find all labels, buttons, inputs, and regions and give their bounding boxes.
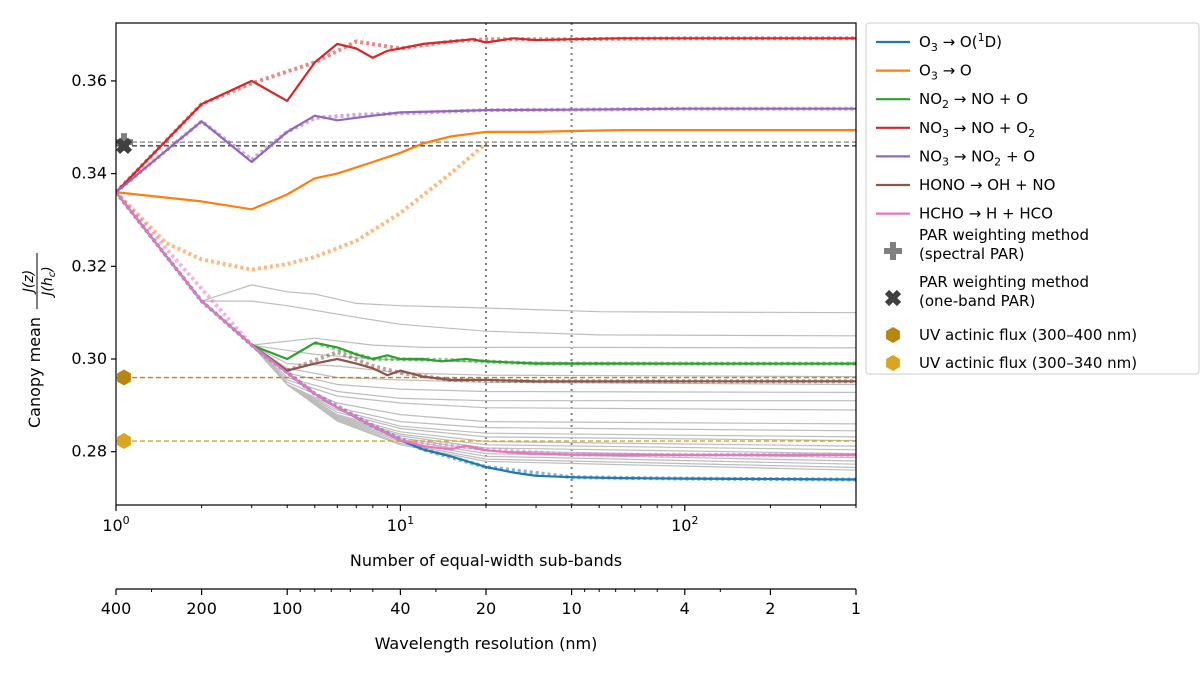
gray-series-line xyxy=(116,191,856,314)
x-tick-label: 101 xyxy=(387,514,414,535)
legend-label-part: UV actinic flux (300–340 nm) xyxy=(919,354,1137,372)
legend-label: UV actinic flux (300–340 nm) xyxy=(919,354,1137,372)
secondary-x-tick-label: 4 xyxy=(680,599,690,618)
legend-label: NO3 → NO2 + O xyxy=(919,147,1035,168)
legend-label-part: → NO + O xyxy=(949,90,1028,108)
legend-label-part: 2 xyxy=(994,155,1001,168)
series-line xyxy=(116,37,856,193)
legend-box xyxy=(865,22,1200,375)
secondary-x-tick-label: 2 xyxy=(765,599,775,618)
legend-label: O3 → O(1D) xyxy=(919,31,1002,54)
legend-label-part: → O( xyxy=(938,33,978,51)
legend-label-part: 3 xyxy=(942,155,949,168)
legend-label-part: O xyxy=(919,33,931,51)
legend-label: UV actinic flux (300–400 nm) xyxy=(919,326,1137,344)
legend-label-part: NO xyxy=(919,90,942,108)
y-axis-label: Canopy mean J(z) J(hc) xyxy=(21,253,58,428)
series-line xyxy=(116,191,856,365)
plot-area xyxy=(115,22,857,506)
series-dotted-line xyxy=(116,141,488,272)
legend-label-line2: (spectral PAR) xyxy=(919,245,1024,263)
legend-label-part: HONO → OH + NO xyxy=(919,176,1055,194)
legend-marker xyxy=(884,242,902,260)
plot-content xyxy=(116,23,856,505)
gray-series-line xyxy=(116,191,856,365)
series-line xyxy=(116,129,856,211)
x-tick-base: 10 xyxy=(387,516,407,535)
reference-marker xyxy=(116,137,133,154)
legend-label-part: HCHO → H + HCO xyxy=(919,205,1053,223)
legend-marker xyxy=(884,289,902,307)
legend-label-part: 3 xyxy=(931,70,938,83)
legend-marker xyxy=(886,327,900,343)
gray-series-line xyxy=(116,191,856,402)
y-axis-label-prefix: Canopy mean xyxy=(25,317,44,428)
x-tick-exponent: 1 xyxy=(407,514,414,527)
legend-label-part: PAR weighting method xyxy=(919,273,1089,291)
y-tick-label: 0.30 xyxy=(71,349,107,368)
y-tick-label: 0.36 xyxy=(71,71,107,90)
y-tick-label: 0.34 xyxy=(71,164,107,183)
x-tick-label: 102 xyxy=(671,514,698,535)
secondary-x-axis: 400 200 100 40 20 10 4 2 1 xyxy=(101,588,861,618)
legend-label-part: PAR weighting method xyxy=(919,226,1089,244)
y-axis-label-den-close: ) xyxy=(40,266,56,272)
legend-label-part: D) xyxy=(985,33,1002,51)
legend-marker xyxy=(886,355,900,371)
legend-label-part: 2 xyxy=(942,98,949,111)
legend-label-part: NO xyxy=(919,147,942,165)
secondary-x-axis-label: Wavelength resolution (nm) xyxy=(375,634,598,653)
legend-label-part: NO xyxy=(919,119,942,137)
x-axis-label: Number of equal-width sub-bands xyxy=(350,551,622,570)
series-line xyxy=(116,191,856,383)
legend-label: HONO → OH + NO xyxy=(919,176,1055,194)
y-axis-label-denominator: J(hc) xyxy=(40,266,58,298)
legend-label: NO3 → NO + O2 xyxy=(919,119,1035,140)
secondary-x-tick-label: 40 xyxy=(390,599,410,618)
x-tick-base: 10 xyxy=(671,516,691,535)
y-tick-label: 0.32 xyxy=(71,256,107,275)
x-tick-base: 10 xyxy=(102,516,122,535)
legend-label: HCHO → H + HCO xyxy=(919,205,1053,223)
y-tick-label: 0.28 xyxy=(71,442,107,461)
x-axis: 100 101 102 xyxy=(102,505,857,535)
legend-label-part: 3 xyxy=(942,127,949,140)
legend-label-part: 2 xyxy=(1028,127,1035,140)
gray-series-line xyxy=(116,191,856,337)
x-tick-exponent: 2 xyxy=(691,514,698,527)
secondary-x-tick-label: 20 xyxy=(476,599,496,618)
series-dotted-line xyxy=(116,36,856,194)
secondary-x-tick-label: 10 xyxy=(561,599,581,618)
x-tick-label: 100 xyxy=(102,514,129,535)
reference-marker xyxy=(117,433,131,449)
legend-label-part: + O xyxy=(1001,147,1035,165)
y-axis-label-numerator: J(z) xyxy=(21,270,37,295)
legend-label-part: 1 xyxy=(978,31,985,44)
secondary-x-tick-label: 1 xyxy=(851,599,861,618)
legend-label: O3 → O xyxy=(919,62,972,83)
legend-label-part: UV actinic flux (300–400 nm) xyxy=(919,326,1137,344)
legend-label-part: 3 xyxy=(931,41,938,54)
legend-label-part: → NO + O xyxy=(949,119,1028,137)
y-axis: 0.28 0.30 0.32 0.34 0.36 xyxy=(71,71,116,461)
y-axis-label-den-sub: c xyxy=(47,271,58,277)
legend-label: PAR weighting method xyxy=(919,273,1089,291)
x-tick-exponent: 0 xyxy=(123,514,130,527)
series-line xyxy=(116,107,856,194)
legend-label-part: → O xyxy=(938,62,972,80)
legend-label: NO2 → NO + O xyxy=(919,90,1028,111)
series-line xyxy=(116,191,856,456)
legend-label-part: → NO xyxy=(949,147,994,165)
y-axis-label-den-main: J(h xyxy=(40,277,56,298)
gray-series-line xyxy=(116,191,856,442)
secondary-x-tick-label: 400 xyxy=(101,599,132,618)
secondary-x-tick-label: 200 xyxy=(186,599,217,618)
legend-label-line2: (one-band PAR) xyxy=(919,292,1035,310)
legend-label-part: O xyxy=(919,62,931,80)
legend-label: PAR weighting method xyxy=(919,226,1089,244)
reference-marker xyxy=(117,369,131,386)
secondary-x-tick-label: 100 xyxy=(272,599,303,618)
